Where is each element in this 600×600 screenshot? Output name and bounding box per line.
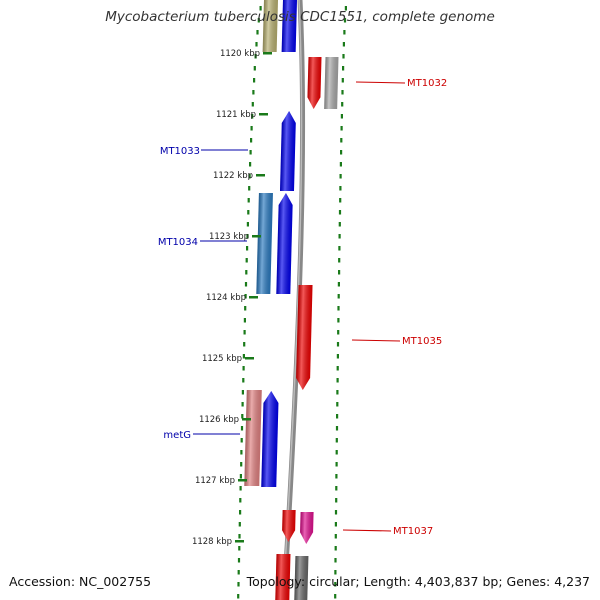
gene-grey-bottom[interactable]	[294, 556, 309, 600]
scale-tick	[245, 357, 254, 360]
scale-label: 1124 kbp	[206, 293, 246, 303]
gene-olive-top[interactable]	[262, 0, 278, 52]
gene-label[interactable]: MT1032	[407, 78, 447, 89]
scale-label: 1125 kbp	[202, 354, 242, 364]
sequence-backbone	[281, 0, 306, 600]
gene-label[interactable]: MT1033	[160, 146, 200, 157]
scale-label: 1122 kbp	[213, 171, 253, 181]
gene-label-leader	[355, 81, 406, 84]
gene-mt1032[interactable]	[307, 57, 322, 109]
gene-mt1035[interactable]	[296, 285, 313, 390]
left-dotted-guide	[237, 6, 262, 599]
scale-tick	[252, 235, 261, 238]
scale-label: 1121 kbp	[216, 110, 256, 120]
gene-grey-mt1032[interactable]	[324, 57, 339, 109]
accession-text: Accession: NC_002755	[9, 574, 152, 589]
topology-text: Topology: circular; Length: 4,403,837 bp…	[246, 574, 590, 589]
scale-tick	[249, 296, 258, 299]
gene-label-leader	[342, 529, 392, 532]
scale-label: 1127 kbp	[195, 476, 235, 486]
scale-tick	[238, 479, 247, 482]
scale-label: 1126 kbp	[199, 415, 239, 425]
gene-label-leader	[351, 339, 401, 342]
scale-tick	[259, 113, 268, 116]
map-title: Mycobacterium tuberculosis CDC1551, comp…	[105, 9, 495, 25]
scale-tick	[235, 540, 244, 543]
gene-pink-metg[interactable]	[244, 390, 262, 486]
gene-metg[interactable]	[261, 391, 279, 487]
gene-mt1034-teal[interactable]	[256, 193, 273, 294]
scale-tick	[242, 418, 251, 421]
right-dotted-guide	[334, 6, 347, 599]
gene-label[interactable]: MT1035	[402, 336, 442, 347]
gene-label[interactable]: MT1037	[393, 526, 433, 537]
gene-label[interactable]: MT1034	[158, 237, 198, 248]
gene-red-mt1037[interactable]	[282, 510, 296, 542]
scale-label: 1123 kbp	[209, 232, 249, 242]
gene-red-bottom[interactable]	[275, 554, 291, 600]
gene-label[interactable]: metG	[163, 430, 191, 441]
scale-label: 1120 kbp	[220, 49, 260, 59]
gene-blue-top[interactable]	[281, 0, 297, 52]
scale-tick	[256, 174, 265, 177]
gene-mt1037[interactable]	[300, 512, 314, 544]
scale-label: 1128 kbp	[192, 537, 232, 547]
gene-mt1033[interactable]	[279, 111, 296, 191]
scale-tick	[263, 52, 272, 55]
gene-mt1034[interactable]	[276, 193, 293, 294]
